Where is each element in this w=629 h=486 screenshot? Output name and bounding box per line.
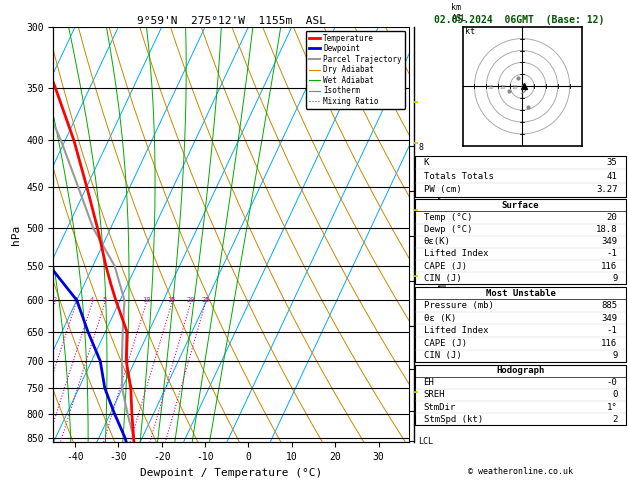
Text: -: - bbox=[412, 94, 418, 108]
Text: StmDir: StmDir bbox=[423, 402, 456, 412]
Text: 02.05.2024  06GMT  (Base: 12): 02.05.2024 06GMT (Base: 12) bbox=[434, 15, 604, 25]
Text: 15: 15 bbox=[167, 297, 176, 303]
Text: 9: 9 bbox=[612, 274, 618, 283]
Text: StmSpd (kt): StmSpd (kt) bbox=[423, 415, 482, 424]
Text: 1°: 1° bbox=[607, 402, 618, 412]
Text: 116: 116 bbox=[601, 261, 618, 271]
Y-axis label: hPa: hPa bbox=[11, 225, 21, 244]
Text: Lifted Index: Lifted Index bbox=[423, 249, 488, 259]
Text: CIN (J): CIN (J) bbox=[423, 351, 461, 360]
Text: EH: EH bbox=[423, 378, 434, 387]
Text: 41: 41 bbox=[607, 172, 618, 181]
Text: 4: 4 bbox=[90, 297, 94, 303]
Text: 30: 30 bbox=[487, 85, 494, 89]
Y-axis label: Mixing Ratio (g/kg): Mixing Ratio (g/kg) bbox=[439, 179, 449, 290]
Text: -: - bbox=[412, 136, 418, 150]
Text: 20: 20 bbox=[499, 85, 506, 89]
Text: Totals Totals: Totals Totals bbox=[423, 172, 493, 181]
Text: 349: 349 bbox=[601, 313, 618, 323]
Text: CIN (J): CIN (J) bbox=[423, 274, 461, 283]
Text: -1: -1 bbox=[607, 249, 618, 259]
FancyBboxPatch shape bbox=[415, 364, 626, 425]
Text: Temp (°C): Temp (°C) bbox=[423, 213, 472, 222]
Text: Pressure (mb): Pressure (mb) bbox=[423, 301, 493, 310]
FancyBboxPatch shape bbox=[415, 199, 626, 284]
Text: © weatheronline.co.uk: © weatheronline.co.uk bbox=[468, 467, 573, 476]
Text: θε(K): θε(K) bbox=[423, 237, 450, 246]
Text: -0: -0 bbox=[607, 378, 618, 387]
Text: 10: 10 bbox=[142, 297, 150, 303]
Text: CAPE (J): CAPE (J) bbox=[423, 261, 467, 271]
Text: 35: 35 bbox=[607, 158, 618, 167]
Text: 5: 5 bbox=[103, 297, 107, 303]
Text: θε (K): θε (K) bbox=[423, 313, 456, 323]
Text: -: - bbox=[412, 269, 418, 283]
Text: 885: 885 bbox=[601, 301, 618, 310]
Text: Hodograph: Hodograph bbox=[496, 366, 545, 375]
Text: Dewp (°C): Dewp (°C) bbox=[423, 225, 472, 234]
FancyBboxPatch shape bbox=[415, 156, 626, 197]
Text: 349: 349 bbox=[601, 237, 618, 246]
Text: 9: 9 bbox=[612, 351, 618, 360]
Text: 116: 116 bbox=[601, 339, 618, 348]
Text: 20: 20 bbox=[186, 297, 195, 303]
Text: SREH: SREH bbox=[423, 390, 445, 399]
Text: 10: 10 bbox=[511, 85, 518, 89]
Text: CAPE (J): CAPE (J) bbox=[423, 339, 467, 348]
FancyBboxPatch shape bbox=[415, 287, 626, 362]
Text: -: - bbox=[412, 385, 418, 399]
X-axis label: Dewpoint / Temperature (°C): Dewpoint / Temperature (°C) bbox=[140, 468, 322, 478]
Text: -1: -1 bbox=[607, 326, 618, 335]
Text: kt: kt bbox=[465, 27, 475, 36]
Text: km
ASL: km ASL bbox=[452, 3, 467, 22]
Text: Lifted Index: Lifted Index bbox=[423, 326, 488, 335]
Text: 18.8: 18.8 bbox=[596, 225, 618, 234]
Text: -: - bbox=[412, 203, 418, 217]
Text: 3: 3 bbox=[74, 297, 78, 303]
Text: K: K bbox=[423, 158, 429, 167]
Title: 9°59'N  275°12'W  1155m  ASL: 9°59'N 275°12'W 1155m ASL bbox=[136, 16, 326, 26]
Text: 2: 2 bbox=[52, 297, 57, 303]
Text: Most Unstable: Most Unstable bbox=[486, 289, 555, 297]
Text: Surface: Surface bbox=[502, 201, 539, 210]
Text: PW (cm): PW (cm) bbox=[423, 186, 461, 194]
Legend: Temperature, Dewpoint, Parcel Trajectory, Dry Adiabat, Wet Adiabat, Isotherm, Mi: Temperature, Dewpoint, Parcel Trajectory… bbox=[306, 31, 405, 109]
Text: 0: 0 bbox=[612, 390, 618, 399]
Text: 20: 20 bbox=[607, 213, 618, 222]
Text: 25: 25 bbox=[201, 297, 209, 303]
Text: 3.27: 3.27 bbox=[596, 186, 618, 194]
Text: 2: 2 bbox=[612, 415, 618, 424]
